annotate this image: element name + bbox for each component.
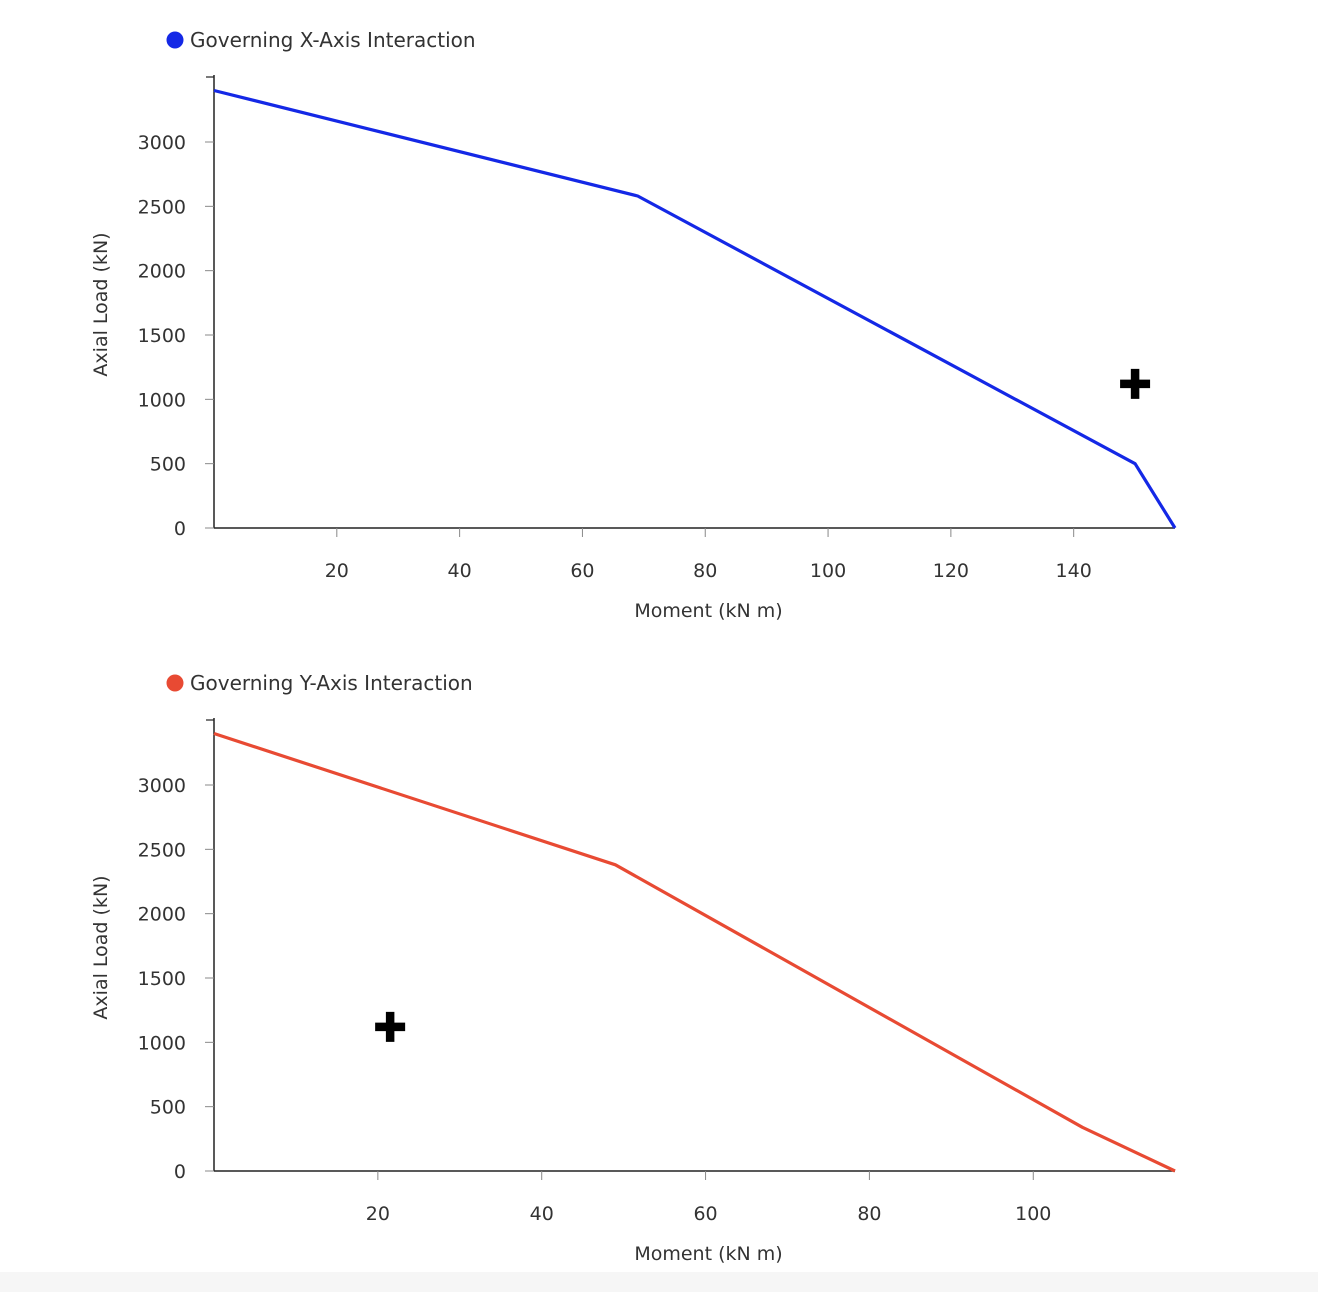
chart-1-y-tick-label: 0 bbox=[174, 518, 186, 540]
chart-2-x-tick-label: 100 bbox=[1015, 1203, 1051, 1225]
chart-1-legend-swatch bbox=[166, 31, 184, 49]
chart-2-point-marker bbox=[375, 1011, 406, 1042]
chart-2-x-tick-label: 60 bbox=[693, 1203, 717, 1225]
chart-1-y-tick-label: 500 bbox=[150, 454, 186, 476]
chart-2-y-tick-label: 500 bbox=[150, 1097, 186, 1119]
chart-1-x-tick-label: 20 bbox=[325, 560, 349, 582]
chart-2-y-tick-label: 0 bbox=[174, 1161, 186, 1183]
chart-1-x-tick-label: 60 bbox=[570, 560, 594, 582]
chart-1-y-tick-label: 1000 bbox=[138, 389, 186, 411]
chart-2-y-tick-label: 3000 bbox=[138, 775, 186, 797]
chart-2: Governing Y-Axis Interaction 0 500 1000 1500… bbox=[90, 671, 1176, 1265]
chart-1-x-tick-label: 140 bbox=[1056, 560, 1092, 582]
chart-2-y-axis-label: Axial Load (kN) bbox=[90, 875, 112, 1019]
chart-1-x-tick-label: 40 bbox=[448, 560, 472, 582]
chart-1-x-tick-label: 120 bbox=[933, 560, 969, 582]
chart-2-series-1-line bbox=[213, 731, 1176, 1173]
chart-2-y-tick-label: 2500 bbox=[138, 839, 186, 861]
chart-1-y-tick-label: 2000 bbox=[138, 261, 186, 283]
chart-1-legend-label: Governing X-Axis Interaction bbox=[190, 28, 476, 52]
chart-1-y-axis-label: Axial Load (kN) bbox=[90, 232, 112, 376]
chart-1-y-tick-label: 2500 bbox=[138, 196, 186, 218]
chart-2-x-axis-label: Moment (kN m) bbox=[634, 1243, 782, 1265]
chart-1-series-1-line bbox=[213, 88, 1177, 529]
chart-2-legend-swatch bbox=[166, 674, 184, 692]
chart-2-legend-label: Governing Y-Axis Interaction bbox=[190, 671, 473, 695]
chart-1-y-tick-label: 1500 bbox=[138, 325, 186, 347]
chart-1-x-tick-label: 80 bbox=[693, 560, 717, 582]
chart-2-x-tick-label: 20 bbox=[366, 1203, 390, 1225]
chart-1-legend: Governing X-Axis Interaction bbox=[166, 28, 476, 52]
chart-1-point-marker bbox=[1120, 368, 1151, 399]
chart-2-y-tick-label: 1000 bbox=[138, 1032, 186, 1054]
chart-2-y-tick-label: 1500 bbox=[138, 968, 186, 990]
chart-2-x-tick-label: 80 bbox=[857, 1203, 881, 1225]
chart-1: Governing X-Axis Interaction 0 500 1000 1500… bbox=[90, 28, 1177, 622]
chart-2-legend: Governing Y-Axis Interaction bbox=[166, 671, 473, 695]
chart-2-x-tick-label: 40 bbox=[530, 1203, 554, 1225]
chart-1-x-tick-label: 100 bbox=[810, 560, 846, 582]
chart-1-x-axis-label: Moment (kN m) bbox=[634, 600, 782, 622]
chart-2-y-tick-label: 2000 bbox=[138, 904, 186, 926]
bottom-strip bbox=[0, 1272, 1318, 1292]
chart-1-y-tick-label: 3000 bbox=[138, 132, 186, 154]
